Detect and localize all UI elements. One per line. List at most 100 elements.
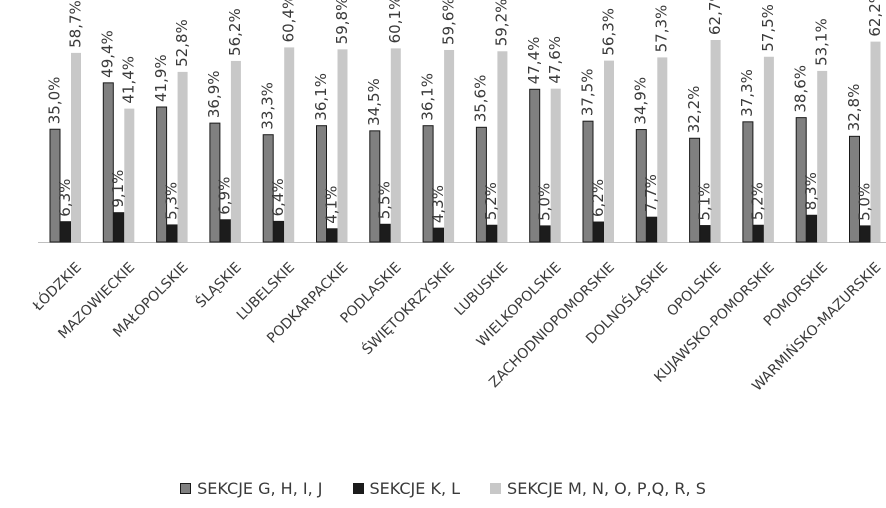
bar-series-2-6: [326, 228, 338, 243]
bar-series-1-11: [582, 120, 594, 243]
bar-series-1-3: [156, 106, 168, 243]
value-label-series-3-16: 62,2%: [866, 0, 884, 37]
bar-series-3-15: [817, 70, 828, 243]
bar-series-1-10: [529, 88, 541, 243]
bar-series-1-16: [849, 135, 860, 243]
bar-series-2-3: [166, 224, 178, 243]
value-label-series-1-2: 49,4%: [99, 30, 117, 78]
value-label-series-3-4: 56,2%: [226, 8, 244, 56]
bar-series-3-1: [71, 52, 81, 242]
legend-swatch-series-2: [352, 483, 364, 494]
value-label-series-1-10: 47,4%: [525, 37, 543, 85]
bar-series-1-8: [422, 125, 434, 243]
value-label-series-2-2: 9,1%: [109, 170, 127, 208]
value-label-series-2-10: 5,0%: [535, 183, 553, 221]
bar-series-2-11: [593, 221, 604, 243]
bar-series-1-1: [49, 128, 61, 243]
bar-series-2-1: [60, 221, 71, 243]
bar-series-2-5: [273, 220, 285, 243]
bar-series-2-16: [859, 225, 871, 243]
value-label-series-2-6: 4,1%: [322, 186, 340, 224]
value-label-series-1-7: 34,5%: [365, 78, 383, 126]
value-label-series-3-8: 59,6%: [439, 0, 457, 45]
value-label-series-1-8: 36,1%: [418, 73, 436, 121]
legend-item-series-3: SEKCJE M, N, O, P,Q, R, S: [490, 479, 706, 498]
bar-series-3-12: [657, 57, 668, 243]
bar-series-1-7: [369, 130, 381, 243]
bar-series-3-9: [497, 51, 508, 243]
bar-series-1-2: [102, 82, 114, 243]
bar-series-1-15: [795, 117, 807, 243]
bar-series-1-5: [262, 134, 274, 243]
bar-series-1-9: [475, 126, 487, 243]
value-label-series-2-4: 6,9%: [216, 177, 234, 215]
value-label-series-2-13: 5,1%: [695, 182, 713, 220]
bar-series-2-4: [219, 219, 231, 243]
value-label-series-3-14: 57,5%: [759, 4, 777, 52]
value-label-series-3-6: 59,8%: [333, 0, 351, 44]
legend: SEKCJE G, H, I, J SEKCJE K, L SEKCJE M, …: [0, 479, 886, 498]
value-label-series-2-11: 6,2%: [589, 179, 607, 217]
value-label-series-3-13: 62,7%: [706, 0, 724, 35]
bar-series-3-5: [284, 47, 295, 243]
value-label-series-1-3: 41,9%: [152, 54, 170, 102]
value-label-series-1-15: 38,6%: [791, 65, 809, 113]
value-label-series-1-16: 32,8%: [845, 84, 863, 132]
value-label-series-3-12: 57,3%: [653, 5, 671, 53]
bar-series-1-12: [635, 129, 647, 243]
bars-layer: [49, 40, 881, 243]
legend-label-series-2: SEKCJE K, L: [369, 479, 461, 498]
bar-series-3-11: [604, 60, 614, 242]
bar-series-2-12: [646, 216, 658, 243]
bar-series-2-15: [806, 214, 818, 243]
value-label-series-2-15: 8,3%: [802, 172, 820, 210]
value-label-series-2-1: 6,3%: [56, 179, 74, 217]
value-label-series-1-13: 32,2%: [685, 86, 703, 134]
value-label-series-3-2: 41,4%: [120, 56, 138, 104]
bar-series-3-8: [444, 49, 455, 242]
bar-series-2-7: [379, 223, 391, 243]
bar-series-3-2: [124, 108, 135, 242]
bar-series-3-7: [390, 48, 401, 242]
value-label-series-1-1: 35,0%: [45, 77, 63, 125]
bar-series-2-9: [486, 224, 498, 243]
category-label-8: ŚWIĘTOKRZYSKIE: [358, 258, 458, 358]
value-label-series-2-8: 4,3%: [429, 185, 447, 223]
legend-label-series-3: SEKCJE M, N, O, P,Q, R, S: [507, 479, 706, 498]
category-label-4: ŚLĄSKIE: [191, 258, 244, 311]
value-label-series-1-9: 35,6%: [472, 75, 490, 123]
bar-series-3-13: [710, 40, 721, 242]
bar-series-2-8: [433, 227, 445, 243]
bar-series-1-4: [209, 122, 221, 243]
bar-series-3-10: [550, 88, 561, 243]
value-label-series-3-1: 58,7%: [66, 0, 84, 48]
bar-series-2-2: [113, 212, 125, 243]
value-label-series-2-5: 6,4%: [269, 178, 287, 216]
value-label-series-3-9: 59,2%: [493, 0, 511, 46]
value-label-series-1-6: 36,1%: [312, 73, 330, 121]
value-label-series-3-7: 60,1%: [386, 0, 404, 43]
bar-series-1-6: [316, 125, 327, 243]
value-label-series-3-3: 52,8%: [173, 19, 191, 67]
value-label-series-2-9: 5,2%: [482, 182, 500, 220]
value-label-series-2-7: 5,5%: [376, 181, 394, 219]
value-label-series-1-11: 37,5%: [578, 69, 596, 117]
value-label-series-1-14: 37,3%: [738, 69, 756, 117]
value-labels-layer: 35,0% 6,3% 58,7% 49,4% 9,1% 41,4% 41,9% 5,3% 52,…: [45, 0, 884, 224]
legend-item-series-2: SEKCJE K, L: [352, 479, 461, 498]
legend-item-series-1: SEKCJE G, H, I, J: [180, 479, 323, 498]
bar-series-3-14: [763, 56, 774, 242]
value-label-series-3-5: 60,4%: [279, 0, 297, 42]
bar-series-3-4: [230, 60, 241, 242]
value-label-series-3-10: 47,6%: [546, 36, 564, 84]
bar-series-1-13: [689, 137, 701, 243]
value-label-series-3-15: 53,1%: [812, 18, 830, 66]
legend-swatch-series-1: [180, 483, 192, 494]
category-label-1: ŁÓDZKIE: [28, 258, 85, 315]
bar-series-2-13: [699, 225, 711, 243]
value-label-series-2-3: 5,3%: [162, 182, 180, 220]
bar-series-2-10: [539, 225, 551, 243]
bar-series-3-3: [177, 71, 188, 242]
bar-series-3-6: [337, 49, 348, 243]
